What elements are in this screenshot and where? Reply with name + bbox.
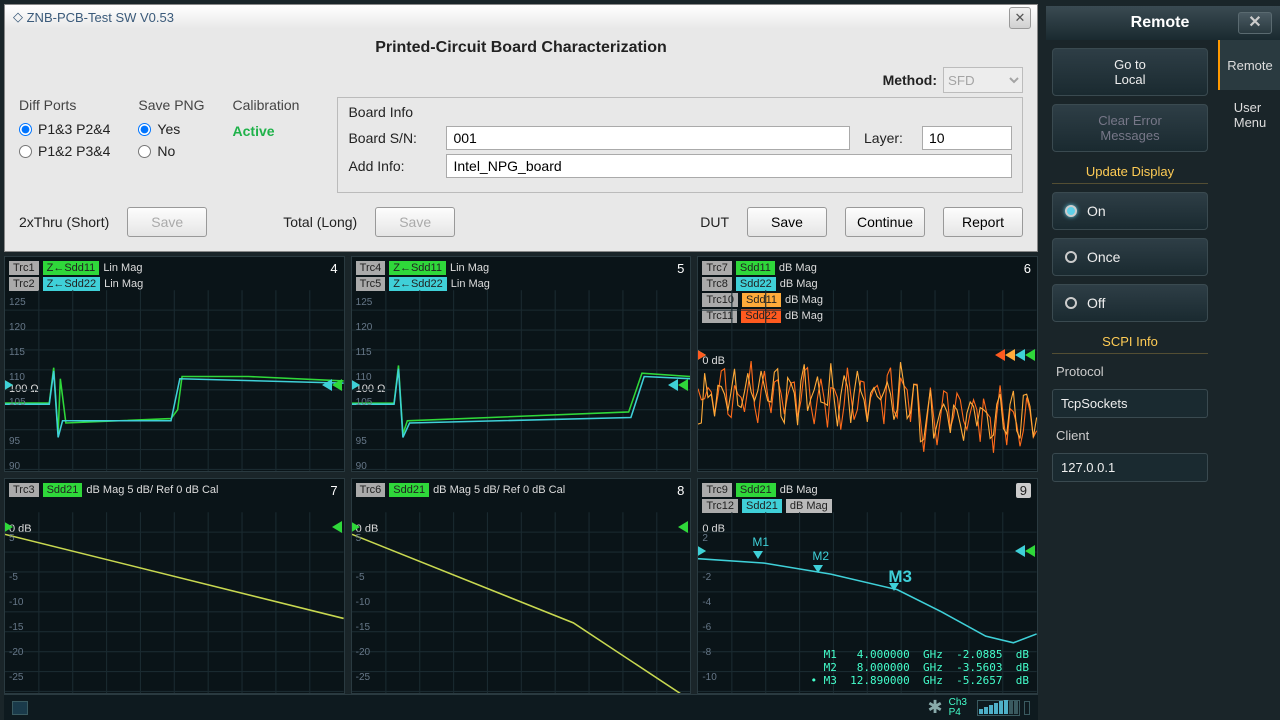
close-icon[interactable]: ✕ [1009,7,1031,29]
trace-marker-icon [322,379,332,391]
dialog-heading: Printed-Circuit Board Characterization [19,35,1023,67]
sidebar-header: Remote ✕ [1046,6,1280,40]
marker-label: M1 [752,535,769,549]
thru-save-button[interactable]: Save [127,207,207,237]
chart-5[interactable]: 5Trc4Z←Sdd11Lin MagTrc5Z←Sdd22Lin Mag100… [351,256,692,472]
status-bar: ✱ Ch3P4 [4,694,1038,720]
tab-remote[interactable]: Remote [1218,40,1280,90]
marker-table: M1 4.000000 GHz -2.0885 dBM2 8.000000 GH… [810,648,1029,687]
dut-label: DUT [700,214,729,230]
continue-button[interactable]: Continue [845,207,925,237]
board-info-box: Board Info Board S/N: Layer: Add Info: [337,97,1023,193]
trace-marker-icon [678,521,688,533]
trace-marker-icon [995,349,1005,361]
trace-marker-icon [332,521,342,533]
method-select[interactable]: SFD [943,67,1023,93]
sidebar-close-icon[interactable]: ✕ [1238,12,1272,34]
trace-marker-icon [1015,349,1025,361]
chart-8[interactable]: 8Trc6Sdd21dB Mag 5 dB/ Ref 0 dB Cal0 dB5… [351,478,692,694]
config-dialog: ◇ ZNB-PCB-Test SW V0.53 ✕ Printed-Circui… [4,4,1038,252]
chart-9[interactable]: 9Trc9Sdd21dB MagTrc12Sdd21dB Mag0 dBM1M2… [697,478,1038,694]
window-title: ZNB-PCB-Test SW V0.53 [27,10,174,25]
trace-marker-icon [1015,545,1025,557]
star-icon: ✱ [928,697,943,718]
trace-marker-icon [678,379,688,391]
calibration-status: Active [233,121,300,139]
chart-6[interactable]: 6Trc7Sdd11dB MagTrc8Sdd22dB MagTrc10Sdd1… [697,256,1038,472]
clear-error-button[interactable]: Clear Error Messages [1052,104,1208,152]
scpi-info-header: SCPI Info [1052,330,1208,354]
total-save-button[interactable]: Save [375,207,455,237]
client-value: 127.0.0.1 [1052,453,1208,482]
dut-save-button[interactable]: Save [747,207,827,237]
sidebar: Remote ✕ Go to Local Clear Error Message… [1042,0,1280,720]
trace-marker-icon [1025,545,1035,557]
diff-ports-group: Diff Ports P1&3 P2&4 P1&2 P3&4 [19,97,110,159]
go-to-local-button[interactable]: Go to Local [1052,48,1208,96]
update-on-radio[interactable]: On [1052,192,1208,230]
calibration-group: Calibration Active [233,97,300,139]
chart-7[interactable]: 7Trc3Sdd21dB Mag 5 dB/ Ref 0 dB Cal0 dB5… [4,478,345,694]
trace-marker-icon [1005,349,1015,361]
diff-ports-opt2[interactable]: P1&2 P3&4 [19,143,110,159]
add-info-input[interactable] [446,154,1012,178]
total-label: Total (Long) [283,214,357,230]
save-png-yes[interactable]: Yes [138,121,204,137]
board-sn-input[interactable] [446,126,850,150]
signal-bars-icon [977,700,1020,716]
update-display-header: Update Display [1052,160,1208,184]
update-off-radio[interactable]: Off [1052,284,1208,322]
diff-ports-opt1[interactable]: P1&3 P2&4 [19,121,110,137]
thru-label: 2xThru (Short) [19,214,109,230]
layer-input[interactable] [922,126,1012,150]
update-once-radio[interactable]: Once [1052,238,1208,276]
tab-user-menu[interactable]: User Menu [1218,90,1280,140]
trace-marker-icon [1025,349,1035,361]
trace-marker-icon [332,379,342,391]
save-png-no[interactable]: No [138,143,204,159]
report-button[interactable]: Report [943,207,1023,237]
protocol-value: TcpSockets [1052,389,1208,418]
dialog-titlebar: ◇ ZNB-PCB-Test SW V0.53 ✕ [5,5,1037,29]
trace-marker-icon [668,379,678,391]
marker-label: M2 [812,549,829,563]
save-png-group: Save PNG Yes No [138,97,204,159]
chart-4[interactable]: 4Trc1Z←Sdd11Lin MagTrc2Z←Sdd22Lin Mag100… [4,256,345,472]
method-label: Method: [883,72,937,88]
